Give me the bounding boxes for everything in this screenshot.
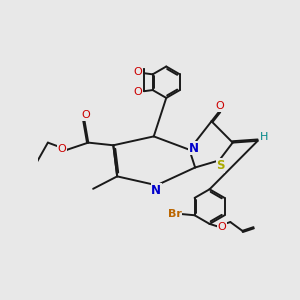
Text: S: S — [216, 159, 225, 172]
Text: O: O — [133, 87, 142, 97]
Text: N: N — [151, 184, 161, 196]
Text: O: O — [81, 110, 90, 120]
Text: Br: Br — [168, 208, 182, 219]
Text: O: O — [57, 144, 66, 154]
Text: O: O — [216, 101, 224, 111]
Text: H: H — [260, 132, 268, 142]
Text: O: O — [133, 67, 142, 77]
Text: N: N — [189, 142, 199, 155]
Text: O: O — [218, 222, 226, 232]
